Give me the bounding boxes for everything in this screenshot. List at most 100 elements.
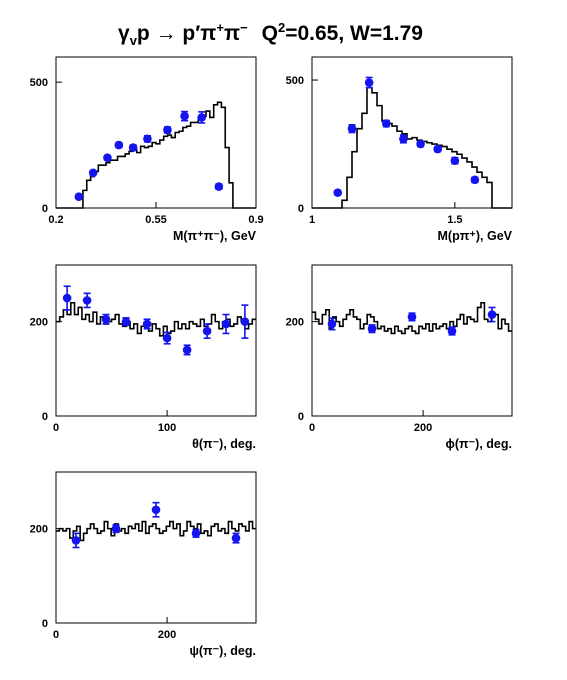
marker (214, 182, 224, 191)
data-point (221, 313, 231, 335)
marker (180, 111, 189, 121)
panel-theta: 0 100 0 200 θ(π⁻), deg. (30, 264, 257, 451)
marker (114, 140, 124, 150)
data-point (74, 192, 84, 201)
y-tick-label: 500 (30, 77, 48, 89)
data-point (214, 182, 224, 191)
marker (88, 168, 98, 178)
marker (71, 536, 81, 545)
marker (151, 505, 161, 515)
data-point (240, 304, 250, 339)
x-tick-label: 0 (53, 629, 59, 641)
marker (202, 326, 212, 336)
marker (399, 134, 408, 144)
data-point (151, 501, 161, 518)
y-tick-label: 200 (30, 317, 48, 329)
figure-title: γvp → p′π+π− Q2=0.65, W=1.79 (118, 20, 423, 48)
data-point (447, 326, 457, 336)
marker (407, 312, 417, 322)
data-point (231, 532, 241, 544)
x-axis-label: ψ(π⁻), deg. (189, 644, 256, 658)
histogram-model (312, 301, 512, 335)
data-point (381, 119, 391, 128)
data-point (487, 306, 497, 323)
marker (103, 153, 112, 162)
histogram-model (56, 301, 256, 337)
data-point (202, 323, 212, 339)
data-point (128, 143, 138, 152)
marker (450, 156, 460, 165)
data-point (327, 317, 337, 331)
data-point (71, 532, 81, 549)
marker (470, 175, 480, 185)
data-point (333, 188, 343, 197)
x-tick-label: 200 (414, 422, 432, 434)
marker (197, 113, 207, 122)
marker (381, 119, 391, 128)
marker (143, 134, 152, 144)
plot-frame (55, 264, 257, 417)
x-tick-label: 1.5 (447, 214, 462, 226)
data-point (143, 134, 152, 144)
x-tick-label: 0 (309, 422, 315, 434)
panel-m_ppi: 1 1.5 0 500 M(pπ⁺), GeV (286, 56, 513, 243)
marker (142, 319, 152, 329)
marker (447, 326, 457, 336)
marker (416, 139, 425, 149)
data-point (182, 344, 192, 356)
data-point (407, 312, 417, 322)
panel-phi: 0 200 0 200 ϕ(π⁻), deg. (286, 264, 513, 451)
data-point (450, 156, 460, 165)
y-tick-label: 0 (42, 411, 48, 423)
histogram-model (312, 86, 512, 209)
x-tick-label: 100 (158, 422, 176, 434)
marker (487, 310, 497, 319)
marker (182, 345, 192, 355)
marker (162, 333, 172, 343)
marker (333, 188, 343, 197)
data-point (470, 175, 480, 185)
marker (121, 317, 131, 326)
y-tick-label: 500 (286, 75, 304, 87)
x-axis-label: ϕ(π⁻), deg. (445, 437, 512, 451)
plot-frame (311, 56, 513, 209)
y-tick-label: 0 (42, 618, 48, 630)
data-point (364, 76, 374, 89)
x-tick-label: 1 (309, 214, 315, 226)
data-point (416, 139, 425, 149)
x-tick-label: 0.2 (48, 214, 63, 226)
y-tick-label: 200 (286, 317, 304, 329)
data-point (191, 528, 201, 538)
y-tick-label: 0 (298, 203, 304, 215)
histogram-model (56, 520, 256, 542)
x-tick-label: 0.9 (248, 214, 263, 226)
marker (221, 319, 231, 329)
marker (433, 144, 443, 154)
data-point (399, 134, 408, 144)
y-tick-label: 0 (298, 411, 304, 423)
marker (240, 317, 250, 326)
marker (367, 324, 377, 334)
marker (231, 533, 241, 543)
data-point (347, 124, 357, 134)
data-point (197, 111, 207, 124)
y-tick-label: 0 (42, 203, 48, 215)
data-point (121, 317, 131, 327)
histogram-model (56, 101, 256, 209)
marker (327, 319, 337, 329)
x-tick-label: 0.55 (145, 214, 166, 226)
marker (111, 524, 121, 533)
data-point (163, 125, 172, 135)
marker (74, 192, 84, 201)
marker (347, 124, 357, 133)
marker (101, 314, 111, 324)
marker (82, 296, 92, 305)
data-point (162, 331, 172, 345)
marker (191, 529, 201, 538)
data-point (111, 524, 121, 534)
data-point (88, 168, 98, 178)
data-point (101, 313, 111, 325)
plot-frame (55, 471, 257, 624)
y-tick-label: 200 (30, 524, 48, 536)
